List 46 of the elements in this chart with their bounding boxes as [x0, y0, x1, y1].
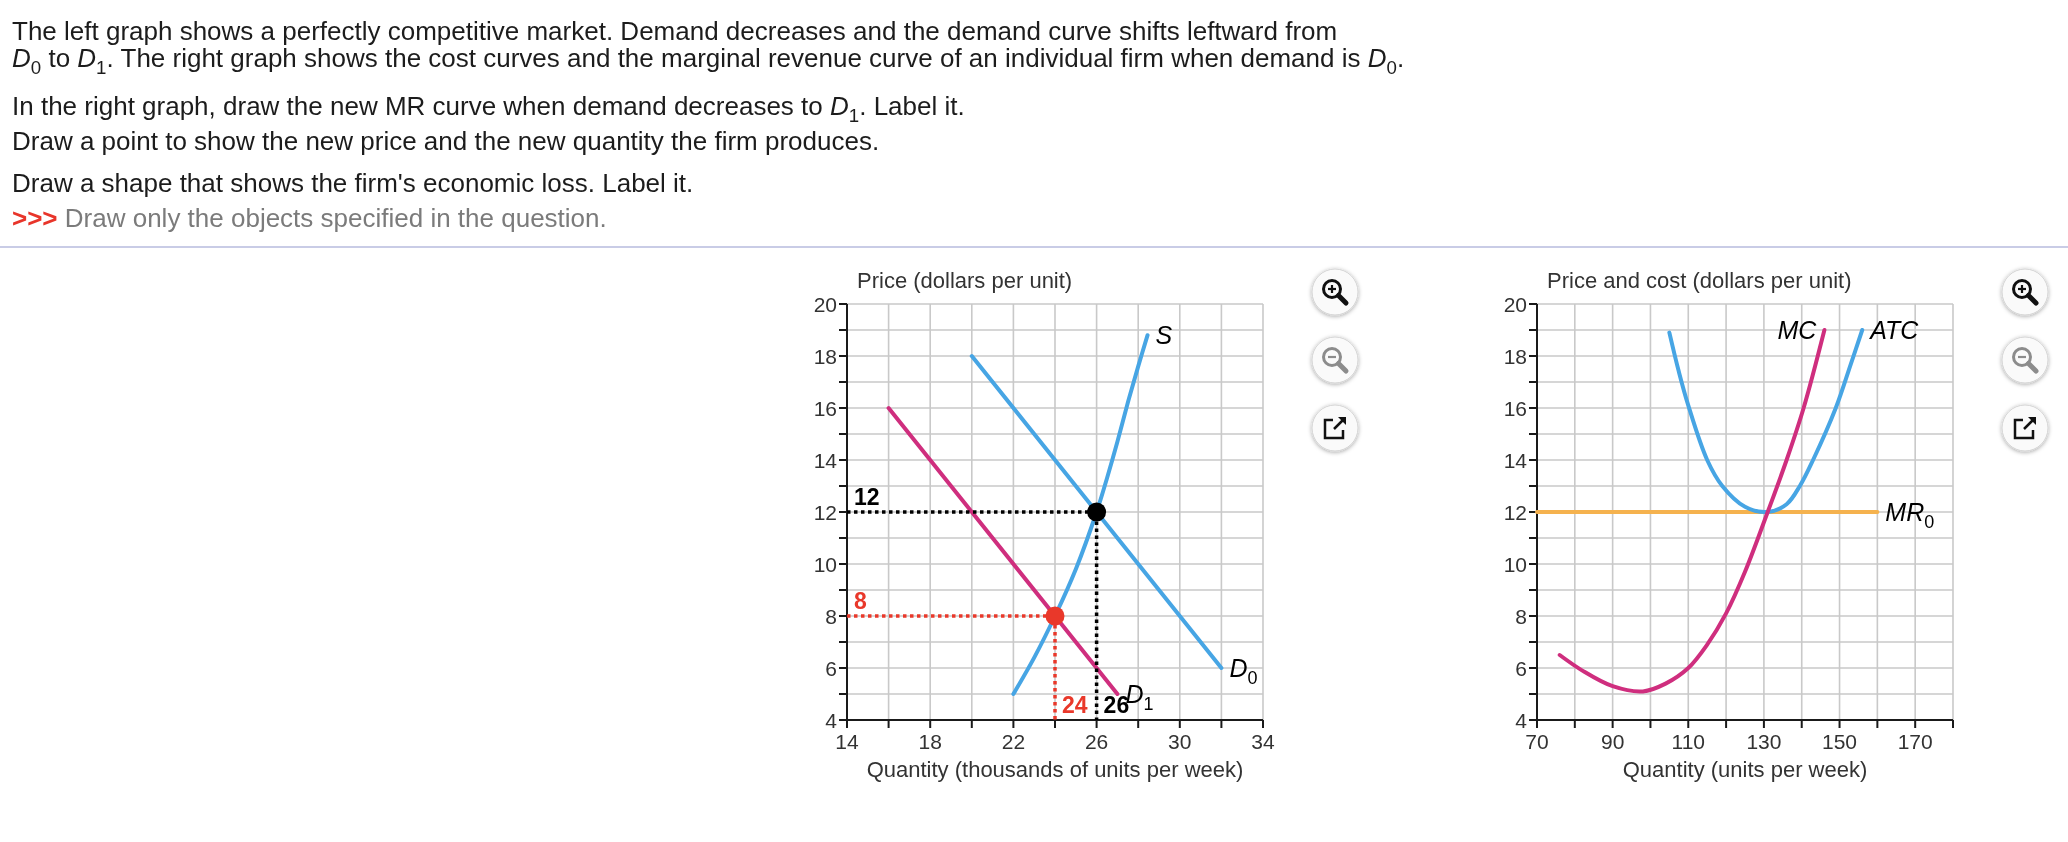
- series-label: MR$_{0}$: [1885, 497, 1935, 532]
- x-tick-label: 90: [1600, 730, 1625, 753]
- x-tick-label: 70: [1525, 730, 1549, 753]
- y-tick-label: 10: [813, 552, 837, 576]
- x-tick-label: 130: [1746, 730, 1782, 753]
- y-tick-label: 14: [1503, 448, 1528, 472]
- y-tick-label: 20: [1503, 292, 1527, 316]
- text: The left graph shows a perfectly competitive market. Demand decreases and the demand curve shifts leftward from: [12, 16, 1338, 46]
- y-tick-label: 16: [813, 396, 837, 420]
- x-tick-label: 18: [918, 730, 942, 753]
- y-tick-label: 20: [813, 292, 837, 316]
- text: Draw a point to show the new price and the new quantity the firm produces.: [12, 126, 880, 156]
- text: >>> Draw only the objects specified in the question.: [12, 203, 607, 233]
- y-tick-label: 12: [813, 500, 837, 524]
- y-tick-label: 14: [813, 448, 838, 472]
- x-axis-title: Quantity (thousands of units per week): [866, 757, 1244, 782]
- y-tick-label: 16: [1503, 396, 1527, 420]
- x-axis-title: Quantity (units per week): [1622, 757, 1868, 782]
- x-tick-label: 34: [1251, 730, 1275, 753]
- series-label: ATC: [1868, 315, 1920, 344]
- y-tick-label: 6: [1515, 656, 1527, 680]
- y-tick-label: 4: [1515, 708, 1528, 732]
- x-tick-label: 170: [1897, 730, 1933, 753]
- y-axis-title: Price (dollars per unit): [857, 268, 1073, 293]
- x-tick-label: 110: [1671, 730, 1706, 753]
- series-label: D$_{0}$: [1229, 653, 1258, 688]
- annotation: 8: [854, 588, 867, 614]
- y-tick-label: 8: [1515, 604, 1527, 628]
- text: Draw a shape that shows the firm's economic loss. Label it.: [12, 168, 694, 198]
- y-tick-label: 8: [825, 604, 837, 628]
- series-label: MC: [1777, 315, 1818, 344]
- x-tick-label: 22: [1001, 730, 1026, 753]
- y-tick-label: 12: [1503, 500, 1527, 524]
- y-tick-label: 18: [1503, 344, 1527, 368]
- annotation: 12: [854, 484, 880, 510]
- x-tick-label: 30: [1168, 730, 1192, 753]
- annotation: 24: [1062, 692, 1088, 718]
- text: In the right graph, draw the new MR curve when demand decreases to D$_{1}$. Label it.: [12, 91, 965, 126]
- x-tick-label: 150: [1822, 730, 1858, 753]
- y-tick-label: 6: [825, 656, 837, 680]
- series-label: S: [1155, 320, 1173, 349]
- y-axis-title: Price and cost (dollars per unit): [1547, 268, 1852, 293]
- x-tick-label: 26: [1084, 730, 1109, 753]
- y-tick-label: 4: [825, 708, 838, 732]
- y-tick-label: 10: [1503, 552, 1527, 576]
- y-tick-label: 18: [813, 344, 837, 368]
